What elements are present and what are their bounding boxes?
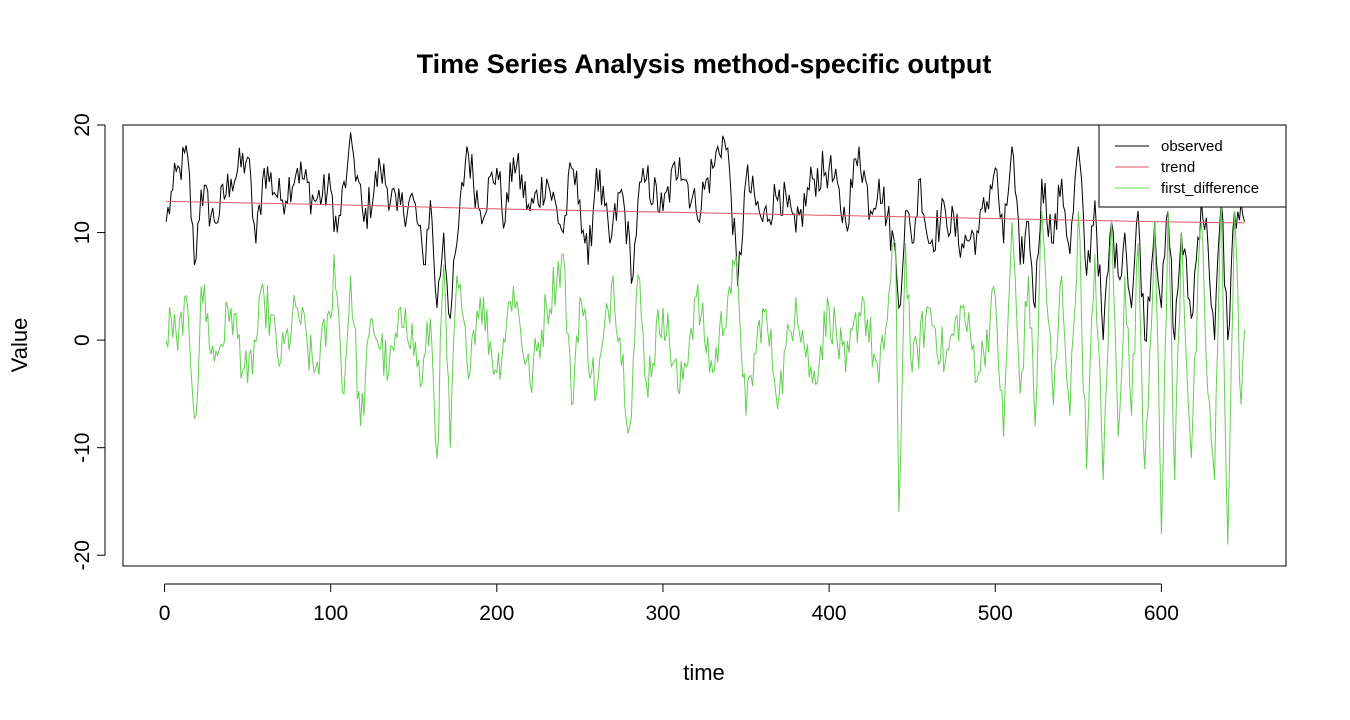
x-axis-label: time	[683, 660, 725, 685]
legend-label-observed: observed	[1161, 138, 1223, 155]
y-tick-label: 20	[71, 113, 94, 136]
legend-box	[1098, 124, 1287, 208]
y-tick-label: 0	[71, 334, 94, 346]
x-tick-label: 100	[313, 602, 348, 625]
y-axis-label: Value	[7, 318, 32, 373]
series-layer	[165, 132, 1245, 545]
legend-label-first-difference: first_difference	[1161, 180, 1259, 197]
x-tick-label: 200	[479, 602, 514, 625]
x-tick-label: 600	[1144, 602, 1179, 625]
series-line-first-difference	[165, 200, 1245, 545]
legend: observed trend first_difference	[1098, 124, 1287, 208]
series-line-observed	[165, 132, 1245, 342]
y-tick-label: -20	[71, 540, 94, 570]
x-tick-label: 400	[812, 602, 847, 625]
x-tick-label: 300	[645, 602, 680, 625]
series-line-trend	[166, 200, 1245, 224]
x-tick-label: 500	[978, 602, 1013, 625]
y-tick-label: 10	[71, 221, 94, 244]
y-axis: -20 -10 0 10 20	[71, 113, 106, 570]
legend-label-trend: trend	[1161, 159, 1195, 176]
plot-frame	[122, 124, 1287, 567]
x-axis: 0 100 200 300 400 500 600	[159, 583, 1179, 625]
chart-title: Time Series Analysis method-specific out…	[417, 49, 992, 79]
y-tick-label: -10	[71, 433, 94, 463]
x-tick-label: 0	[159, 602, 171, 625]
